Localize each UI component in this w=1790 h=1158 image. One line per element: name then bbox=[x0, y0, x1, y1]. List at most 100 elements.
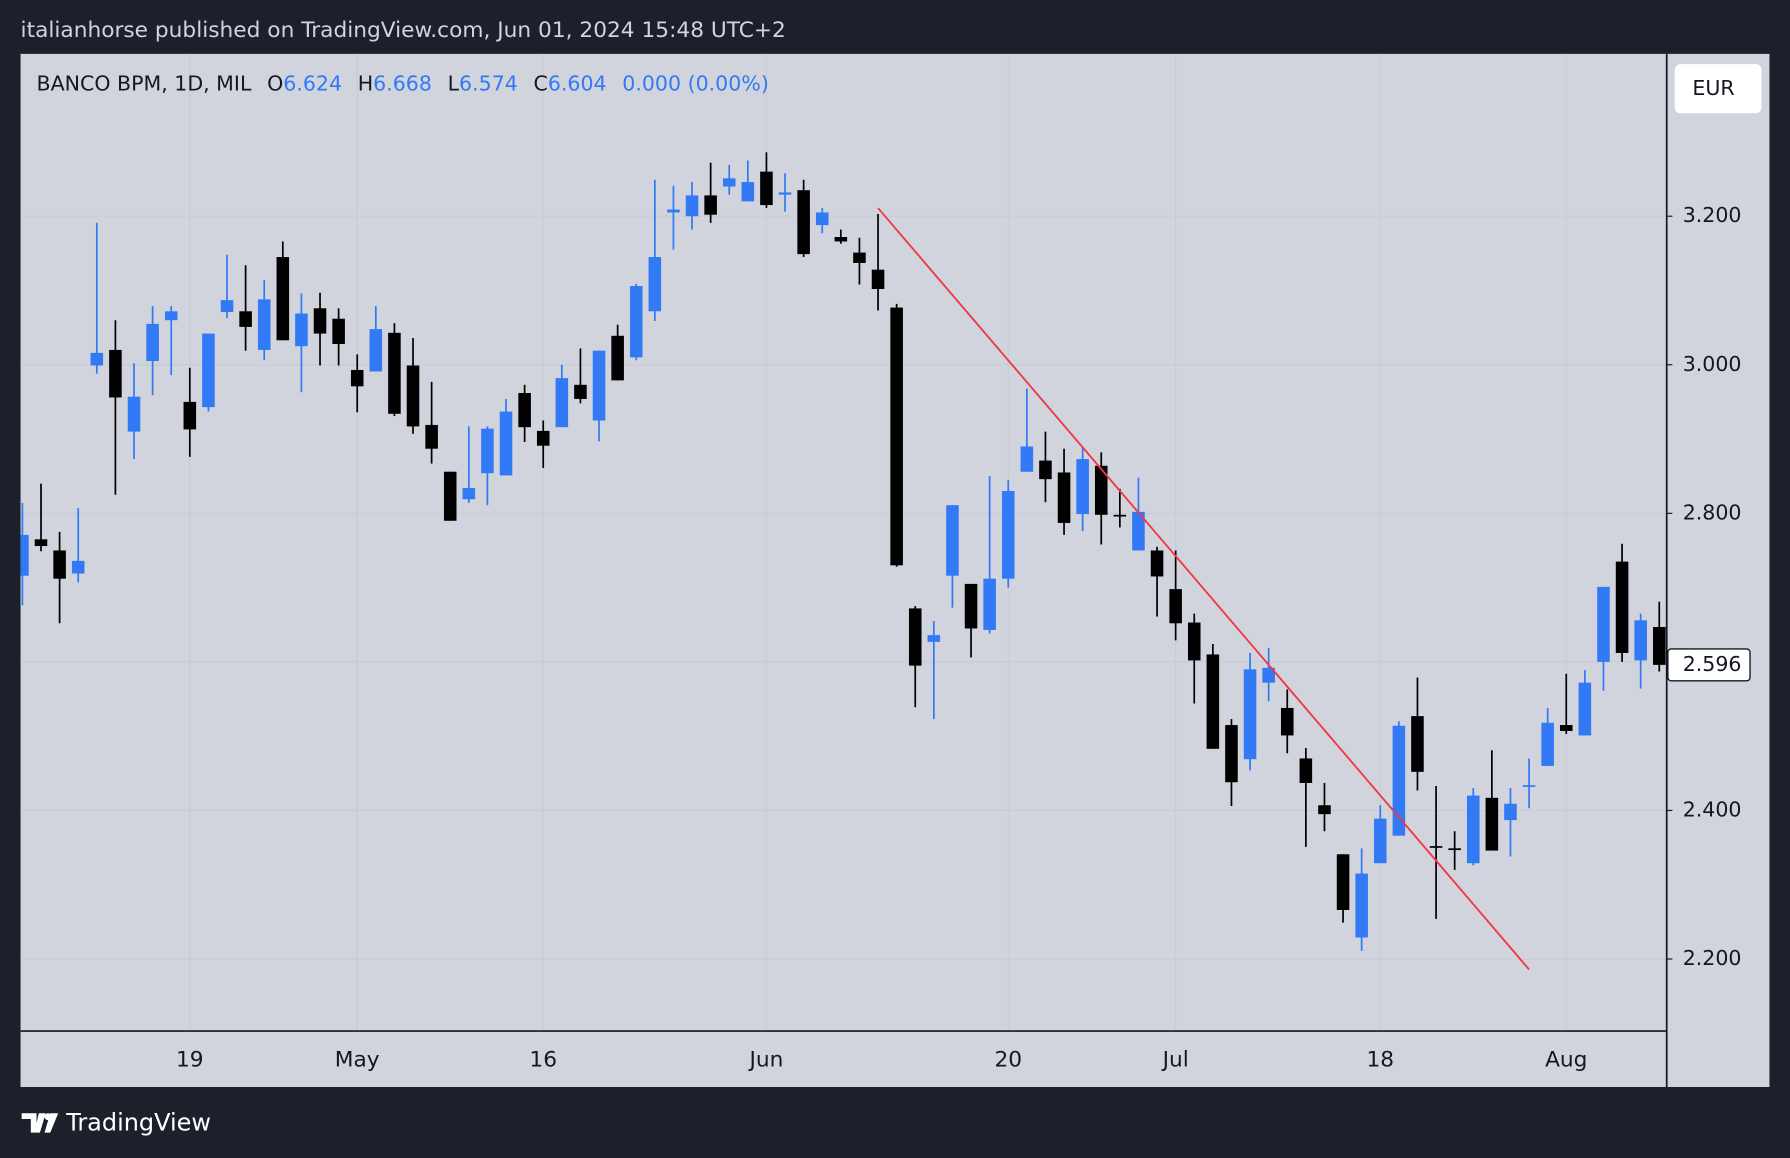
candle-body bbox=[1355, 873, 1368, 938]
candle-body bbox=[1652, 626, 1666, 665]
y-tick-label: 2.800 bbox=[1683, 500, 1742, 524]
footer: TradingView bbox=[21, 1109, 211, 1137]
candle-body bbox=[1020, 446, 1034, 472]
candle-body bbox=[1225, 725, 1238, 783]
candle-body bbox=[1634, 620, 1647, 661]
candle-body bbox=[741, 182, 755, 202]
x-tick-label: Aug bbox=[1545, 1048, 1587, 1073]
candle-body bbox=[1392, 725, 1406, 836]
candle-body bbox=[127, 396, 141, 432]
h-value: 6.668 bbox=[373, 72, 432, 96]
candle-body bbox=[313, 308, 327, 334]
l-value: 6.574 bbox=[459, 72, 518, 96]
x-tick-label: 18 bbox=[1366, 1048, 1394, 1073]
candle-body bbox=[685, 195, 699, 217]
candle-body bbox=[146, 323, 159, 362]
candle-body bbox=[1597, 586, 1610, 662]
candle-body bbox=[1280, 707, 1294, 736]
candle-body bbox=[611, 335, 624, 381]
candle-body bbox=[1150, 550, 1164, 577]
publisher: italianhorse published on TradingView.co… bbox=[21, 18, 786, 43]
candle-body bbox=[983, 578, 996, 630]
candle-body bbox=[964, 583, 978, 629]
currency-button[interactable] bbox=[1674, 64, 1762, 114]
candle-body bbox=[1615, 561, 1629, 653]
candle-body bbox=[797, 190, 810, 255]
candle-body bbox=[183, 401, 197, 430]
candle-body bbox=[443, 471, 457, 521]
x-tick-label: May bbox=[335, 1048, 380, 1073]
candle-body bbox=[1039, 460, 1052, 480]
candle-body bbox=[239, 311, 252, 327]
candle-body bbox=[1578, 682, 1592, 736]
chart-panel bbox=[20, 53, 1770, 1088]
candle-body bbox=[53, 550, 66, 579]
c-value: 6.604 bbox=[548, 72, 607, 96]
candle-body bbox=[536, 430, 550, 446]
candle-body bbox=[946, 505, 959, 576]
candle-body bbox=[406, 365, 420, 427]
currency[interactable]: EUR bbox=[1692, 76, 1734, 100]
o-value: 6.624 bbox=[283, 72, 342, 96]
candle-body bbox=[1187, 622, 1201, 661]
legend: BANCO BPM, 1D, MIL O6.624 H6.668 L6.574 … bbox=[37, 72, 769, 96]
candle-body bbox=[164, 311, 178, 321]
candle-body bbox=[667, 209, 680, 213]
candle-body bbox=[518, 392, 531, 428]
y-tick-label: 2.400 bbox=[1683, 797, 1742, 821]
candle-body bbox=[890, 307, 903, 566]
candle-body bbox=[462, 488, 476, 500]
candle-body bbox=[1057, 472, 1071, 523]
symbol: BANCO BPM, 1D, MIL bbox=[37, 72, 252, 96]
x-tick-label: Jun bbox=[747, 1048, 783, 1073]
candle-body bbox=[369, 329, 383, 372]
x-tick-label: 19 bbox=[176, 1048, 204, 1073]
candle-body bbox=[202, 333, 215, 408]
candle-body bbox=[574, 384, 587, 399]
candle-body bbox=[1485, 797, 1499, 851]
candle-body bbox=[1448, 848, 1461, 851]
candle-body bbox=[1373, 818, 1387, 864]
candle-body bbox=[257, 299, 271, 350]
y-tick-label: 3.200 bbox=[1683, 203, 1742, 227]
candle-body bbox=[1113, 514, 1127, 517]
candle-body bbox=[1169, 589, 1182, 624]
candle-body bbox=[71, 560, 85, 574]
candle-body bbox=[295, 313, 308, 347]
candle-body bbox=[109, 349, 122, 398]
brand: TradingView bbox=[65, 1109, 211, 1137]
candle-body bbox=[1076, 459, 1089, 515]
axes: 2.2002.4002.6002.8003.0003.20019May16Jun… bbox=[176, 203, 1751, 1073]
h-label: H bbox=[358, 72, 373, 96]
candle-body bbox=[853, 252, 866, 264]
candle-body bbox=[90, 352, 104, 366]
candle-body bbox=[1318, 805, 1331, 815]
candle-body bbox=[722, 178, 736, 187]
candle-body bbox=[1094, 465, 1108, 515]
candle-body bbox=[1411, 716, 1424, 772]
last-price-label: 2.596 bbox=[1683, 652, 1742, 676]
candle-body bbox=[871, 269, 885, 289]
last-price-box bbox=[1667, 648, 1751, 682]
candle-body bbox=[1206, 654, 1220, 749]
candle-body bbox=[1429, 846, 1443, 848]
candle-body bbox=[425, 424, 438, 449]
candle-body bbox=[1262, 667, 1275, 683]
candle-body bbox=[34, 539, 48, 547]
candle-body bbox=[1522, 785, 1536, 787]
plot bbox=[20, 152, 1666, 971]
candle-body bbox=[1243, 669, 1257, 760]
candle-body bbox=[927, 635, 941, 642]
o-label: O bbox=[267, 72, 283, 96]
logo bbox=[44, 1113, 59, 1133]
l-label: L bbox=[448, 72, 460, 96]
x-tick-label: 20 bbox=[994, 1048, 1022, 1073]
candle-body bbox=[1466, 795, 1480, 864]
candle-body bbox=[1299, 758, 1313, 783]
c-label: C bbox=[533, 72, 547, 96]
candle-body bbox=[555, 378, 569, 428]
change: 0.000 (0.00%) bbox=[622, 72, 769, 96]
candle-body bbox=[704, 195, 717, 215]
